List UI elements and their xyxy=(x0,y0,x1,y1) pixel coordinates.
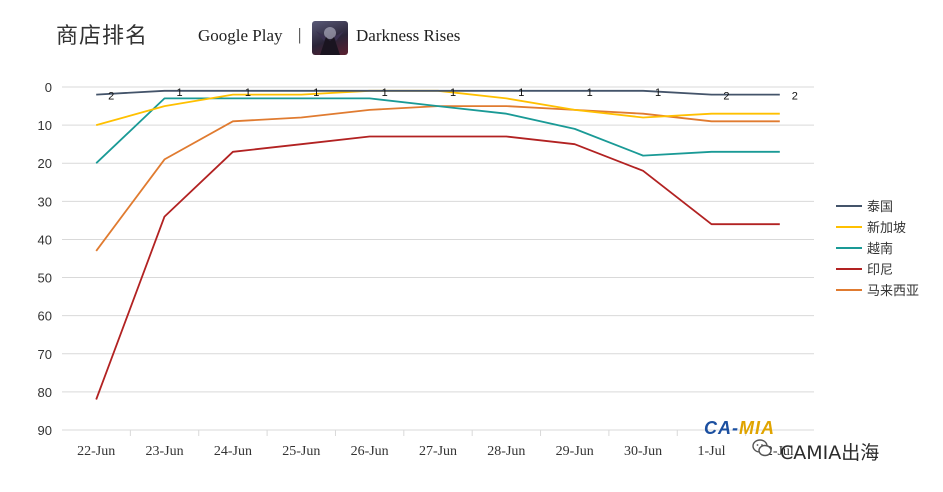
watermark-text: CAMIA出海 xyxy=(780,442,880,464)
chart-title: 商店排名 xyxy=(56,24,149,49)
y-tick-label: 60 xyxy=(38,309,52,324)
camia-logo: CA-MIA xyxy=(704,418,775,439)
data-label: 1 xyxy=(382,87,388,99)
legend-label: 新加坡 xyxy=(867,220,906,236)
logo-part-ca: CA- xyxy=(704,418,739,438)
game-icon xyxy=(312,21,348,55)
x-tick-label: 22-Jun xyxy=(77,444,115,459)
data-labels: 2 1 1 1 1 1 1 1 1 2 2 xyxy=(108,87,798,103)
series-line-0 xyxy=(96,89,780,96)
data-label: 2 xyxy=(723,91,729,103)
data-label: 1 xyxy=(655,87,661,99)
data-label: 2 xyxy=(792,91,798,103)
x-tick-label: 27-Jun xyxy=(419,444,457,459)
data-label: 1 xyxy=(313,87,319,99)
legend-label: 马来西亚 xyxy=(867,284,919,299)
x-tick-label: 24-Jun xyxy=(214,444,252,459)
y-tick-label: 20 xyxy=(38,156,52,171)
y-tick-label: 40 xyxy=(38,232,52,247)
title-separator: | xyxy=(298,25,302,44)
data-label: 1 xyxy=(587,87,593,99)
series-lines xyxy=(95,89,780,400)
x-tick-label: 28-Jun xyxy=(487,444,525,459)
y-tick-label: 90 xyxy=(38,423,52,438)
y-tick-label: 10 xyxy=(38,118,52,133)
x-tick-label: 2-Jul xyxy=(766,444,794,459)
wechat-icon xyxy=(752,439,772,457)
logo-part-mia: MIA xyxy=(739,418,775,438)
x-tick-label: 26-Jun xyxy=(351,444,389,459)
game-name: Darkness Rises xyxy=(356,26,461,45)
data-label: 2 xyxy=(108,91,114,103)
data-label: 1 xyxy=(518,87,524,99)
legend-label: 泰国 xyxy=(867,200,893,215)
data-label: 1 xyxy=(176,87,182,99)
series-line-2 xyxy=(95,97,780,164)
y-tick-label: 80 xyxy=(38,385,52,400)
y-axis-ticks: 0 10 20 30 40 50 60 70 80 90 xyxy=(38,80,52,438)
legend-label: 印尼 xyxy=(867,263,893,278)
x-tick-label: 1-Jul xyxy=(697,444,725,459)
data-label: 1 xyxy=(245,87,251,99)
legend-label: 越南 xyxy=(867,241,893,257)
game-icon-art xyxy=(316,27,344,55)
y-tick-label: 70 xyxy=(38,347,52,362)
x-axis-ticks: 22-Jun 23-Jun 24-Jun 25-Jun 26-Jun 27-Jun 28-J… xyxy=(77,430,794,459)
x-tick-label: 30-Jun xyxy=(624,444,662,459)
gridlines xyxy=(62,86,814,431)
store-name: Google Play xyxy=(198,26,283,45)
data-label: 1 xyxy=(450,87,456,99)
series-line-4 xyxy=(95,105,780,252)
y-tick-label: 50 xyxy=(38,271,52,286)
series-line-3 xyxy=(95,135,780,400)
y-tick-label: 30 xyxy=(38,194,52,209)
x-tick-label: 23-Jun xyxy=(145,444,183,459)
x-tick-label: 29-Jun xyxy=(556,444,594,459)
y-tick-label: 0 xyxy=(45,80,52,95)
x-tick-label: 25-Jun xyxy=(282,444,320,459)
series-line-1 xyxy=(95,89,780,126)
